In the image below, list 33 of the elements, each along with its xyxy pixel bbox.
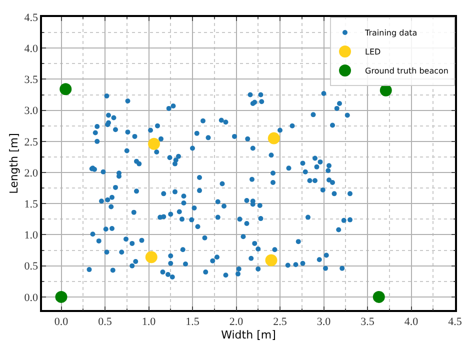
x-tick-label: 0.5 [98, 316, 112, 328]
x-tick-label: 2.5 [273, 316, 288, 328]
y-tick-label: 4.5 [24, 12, 39, 24]
legend-label: Training data [364, 28, 418, 38]
x-tick-label: 4.0 [404, 316, 419, 328]
legend-label: Ground truth beacon [365, 66, 448, 76]
y-tick-label: 0.0 [24, 292, 39, 304]
y-tick-label: 2.0 [24, 167, 39, 180]
legend-label: LED [365, 48, 381, 57]
y-tick-label: 1.0 [24, 230, 39, 242]
y-tick-label: 0.5 [24, 260, 39, 273]
x-tick-label: 3.5 [360, 316, 375, 328]
y-tick-label: 3.0 [24, 105, 39, 118]
x-tick-label: 0.0 [54, 316, 69, 328]
y-tick-label: 2.5 [24, 136, 39, 148]
x-tick-label: 4.5 [448, 316, 462, 328]
y-tick-label: 4.0 [24, 42, 39, 55]
x-tick-label: 2.0 [229, 316, 244, 328]
point [60, 83, 72, 96]
point [380, 84, 392, 96]
x-tick-label: 3.0 [316, 316, 332, 328]
x-axis-title: Width [m] [221, 328, 276, 342]
point [55, 290, 68, 303]
point [145, 251, 158, 264]
point [148, 138, 160, 150]
y-axis-title: Length [m] [7, 133, 20, 194]
point [265, 254, 278, 266]
x-tick-label: 1.0 [142, 316, 156, 328]
y-tick-label: 3.5 [24, 74, 39, 86]
point [372, 290, 385, 303]
point [268, 132, 280, 144]
y-tick-label: 1.5 [24, 198, 39, 210]
x-tick-label: 1.5 [186, 316, 200, 328]
